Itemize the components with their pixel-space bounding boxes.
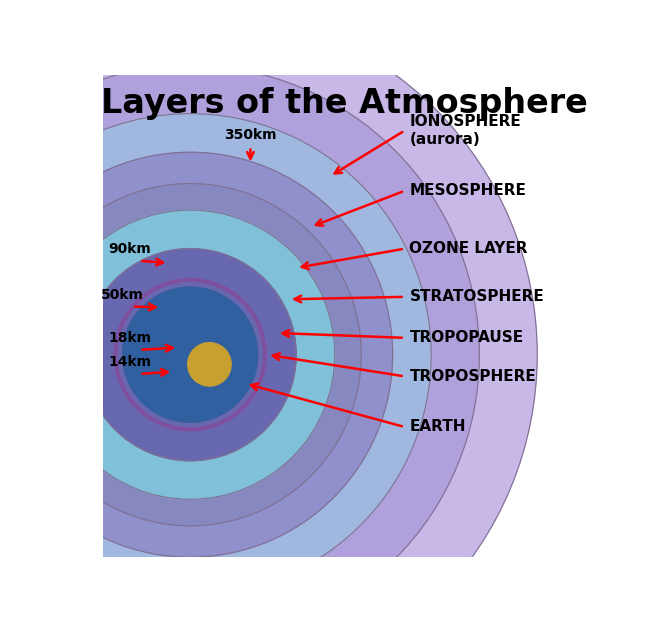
Circle shape (46, 210, 335, 500)
Circle shape (0, 66, 479, 626)
Text: IONOSPHERE
(aurora): IONOSPHERE (aurora) (409, 115, 521, 146)
Circle shape (123, 287, 257, 422)
Circle shape (84, 249, 296, 461)
Text: TROPOSPHERE: TROPOSPHERE (409, 369, 536, 384)
Text: 14km: 14km (108, 355, 151, 369)
Text: TROPOPAUSE: TROPOPAUSE (409, 331, 523, 346)
Text: 50km: 50km (101, 288, 144, 302)
Text: OZONE LAYER: OZONE LAYER (409, 241, 528, 256)
Text: 18km: 18km (108, 331, 151, 345)
Text: EARTH: EARTH (409, 419, 466, 434)
Circle shape (0, 114, 431, 596)
Circle shape (0, 152, 392, 557)
Circle shape (19, 183, 362, 526)
Text: MESOSPHERE: MESOSPHERE (409, 183, 526, 198)
Circle shape (187, 342, 231, 386)
Circle shape (123, 287, 257, 422)
Circle shape (0, 8, 537, 626)
Text: STRATOSPHERE: STRATOSPHERE (409, 289, 544, 304)
Text: 350km: 350km (224, 128, 277, 141)
Text: Layers of the Atmosphere: Layers of the Atmosphere (101, 87, 588, 120)
Text: 90km: 90km (108, 242, 151, 256)
